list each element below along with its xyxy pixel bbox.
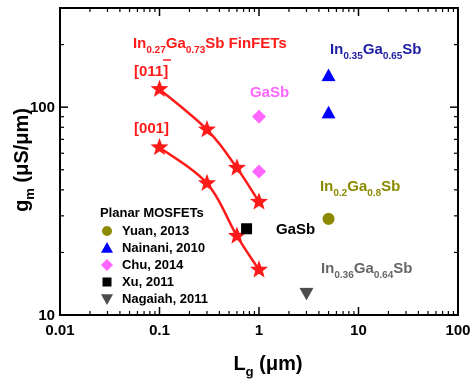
legend-label: Yuan, 2013 xyxy=(122,223,189,238)
x-axis-label: Lg (μm) xyxy=(233,353,302,379)
annotation-ingasb-064: In0.36Ga0.64Sb xyxy=(321,260,412,281)
data-point xyxy=(227,226,246,244)
annotation-ingasb-08: In0.2Ga0.8Sb xyxy=(320,178,400,199)
y-axis-label: gm (μS/μm) xyxy=(11,108,37,212)
series-label-011: [011] xyxy=(134,63,168,80)
data-point xyxy=(299,287,314,301)
data-point xyxy=(250,260,268,278)
x-tick-label: 100 xyxy=(445,322,470,339)
x-tick-label: 10 xyxy=(350,322,367,339)
data-point xyxy=(197,120,216,138)
series-1 xyxy=(150,137,268,278)
data-point xyxy=(321,68,336,82)
legend-marker xyxy=(101,294,113,305)
series-2 xyxy=(322,212,335,225)
series-4 xyxy=(252,109,266,179)
legend-label: Nainani, 2010 xyxy=(122,240,205,255)
legend-label: Chu, 2014 xyxy=(122,257,184,272)
legend-label: Xu, 2011 xyxy=(122,274,174,289)
series-line xyxy=(158,146,261,271)
legend-marker xyxy=(102,226,112,236)
data-point xyxy=(150,79,169,97)
data-point xyxy=(250,192,268,210)
x-tick-label: 0.1 xyxy=(149,322,170,339)
data-point xyxy=(322,212,335,225)
legend-marker xyxy=(102,277,112,287)
tick-labels: 0.01 0.1 1 10 100 10 100 xyxy=(30,99,471,339)
x-tick-label: 1 xyxy=(255,322,263,339)
series-layer xyxy=(150,68,336,301)
y-tick-label: 10 xyxy=(38,307,55,324)
series-5 xyxy=(241,223,253,235)
legend-marker xyxy=(101,259,113,271)
data-point xyxy=(252,109,266,124)
data-point xyxy=(241,223,253,235)
data-point xyxy=(321,105,336,119)
series-label-001: [001] xyxy=(134,120,169,137)
series-3 xyxy=(321,68,336,119)
x-tick-label: 0.01 xyxy=(45,322,74,339)
legend-title: Planar MOSFETs xyxy=(100,205,204,220)
annotation-gasb-mid: GaSb xyxy=(276,221,315,238)
data-point xyxy=(227,158,246,176)
annotation-ingasb-065: In0.35Ga0.65Sb xyxy=(330,41,421,62)
legend-marker xyxy=(101,242,113,253)
data-point xyxy=(150,137,169,156)
series-6 xyxy=(299,287,314,301)
series-0 xyxy=(150,79,268,210)
legend: Planar MOSFETs Yuan, 2013 Nainani, 2010 Chu… xyxy=(100,205,208,306)
annotation-gasb-top: GaSb xyxy=(250,84,289,101)
finfet-title: In0.27Ga0.73Sb FinFETs xyxy=(133,35,287,56)
data-point xyxy=(197,173,216,191)
data-point xyxy=(252,164,266,179)
legend-label: Nagaiah, 2011 xyxy=(122,291,208,306)
axis-ticks xyxy=(59,7,459,316)
y-tick-label: 100 xyxy=(30,99,55,116)
series-line xyxy=(158,88,261,203)
